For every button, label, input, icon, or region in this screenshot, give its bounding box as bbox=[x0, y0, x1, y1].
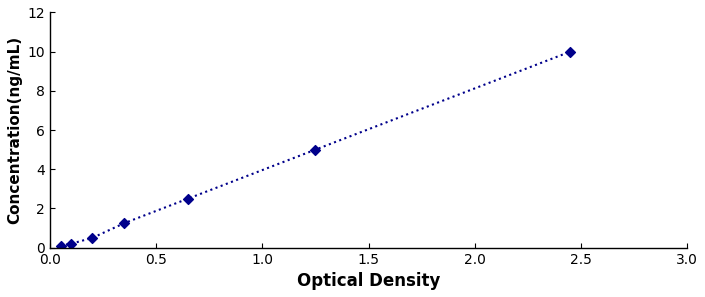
Point bbox=[55, 243, 66, 248]
Point bbox=[309, 147, 321, 152]
X-axis label: Optical Density: Optical Density bbox=[297, 272, 440, 290]
Point bbox=[66, 241, 77, 246]
Point bbox=[87, 236, 98, 240]
Y-axis label: Concentration(ng/mL): Concentration(ng/mL) bbox=[7, 36, 22, 224]
Point bbox=[118, 221, 130, 225]
Point bbox=[183, 196, 194, 201]
Point bbox=[565, 49, 576, 54]
